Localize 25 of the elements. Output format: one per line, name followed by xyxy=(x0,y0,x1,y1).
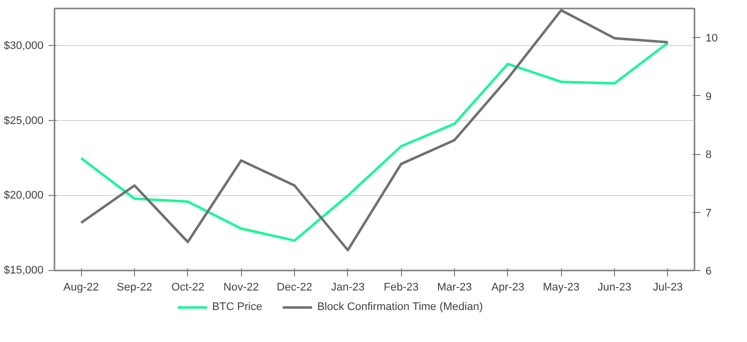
x-tick-label: Jun-23 xyxy=(598,282,632,294)
x-tick-label: May-23 xyxy=(542,282,580,294)
y2-tick-label: 8 xyxy=(706,149,712,162)
x-tick-label: Mar-23 xyxy=(437,282,472,294)
x-tick-label: Aug-22 xyxy=(63,282,99,294)
x-tick-label: Jul-23 xyxy=(652,282,683,294)
x-tick-label: Oct-22 xyxy=(171,282,204,294)
x-tick-label: Dec-22 xyxy=(276,282,312,294)
line-series xyxy=(80,42,670,242)
x-tick-label: Feb-23 xyxy=(384,282,419,294)
x-tick-label: Nov-22 xyxy=(223,282,259,294)
y2-tick-label: 9 xyxy=(706,90,712,103)
x-tick-label: Jan-23 xyxy=(331,282,365,294)
legend-label: BTC Price xyxy=(212,301,262,313)
x-tick-label: Sep-22 xyxy=(116,282,152,294)
y2-tick-label: 6 xyxy=(706,266,712,278)
line-series xyxy=(80,8,670,252)
y2-tick-label: 7 xyxy=(706,207,712,220)
y2-tick-label: 10 xyxy=(706,32,718,45)
y-tick-label: $25,000 xyxy=(4,114,44,127)
legend-label: Block Confirmation Time (Median) xyxy=(317,301,483,313)
x-tick-label: Apr-23 xyxy=(491,282,524,294)
y-tick-label: $20,000 xyxy=(4,190,44,202)
y-tick-label: $30,000 xyxy=(4,40,44,52)
y-tick-label: $15,000 xyxy=(4,264,44,276)
